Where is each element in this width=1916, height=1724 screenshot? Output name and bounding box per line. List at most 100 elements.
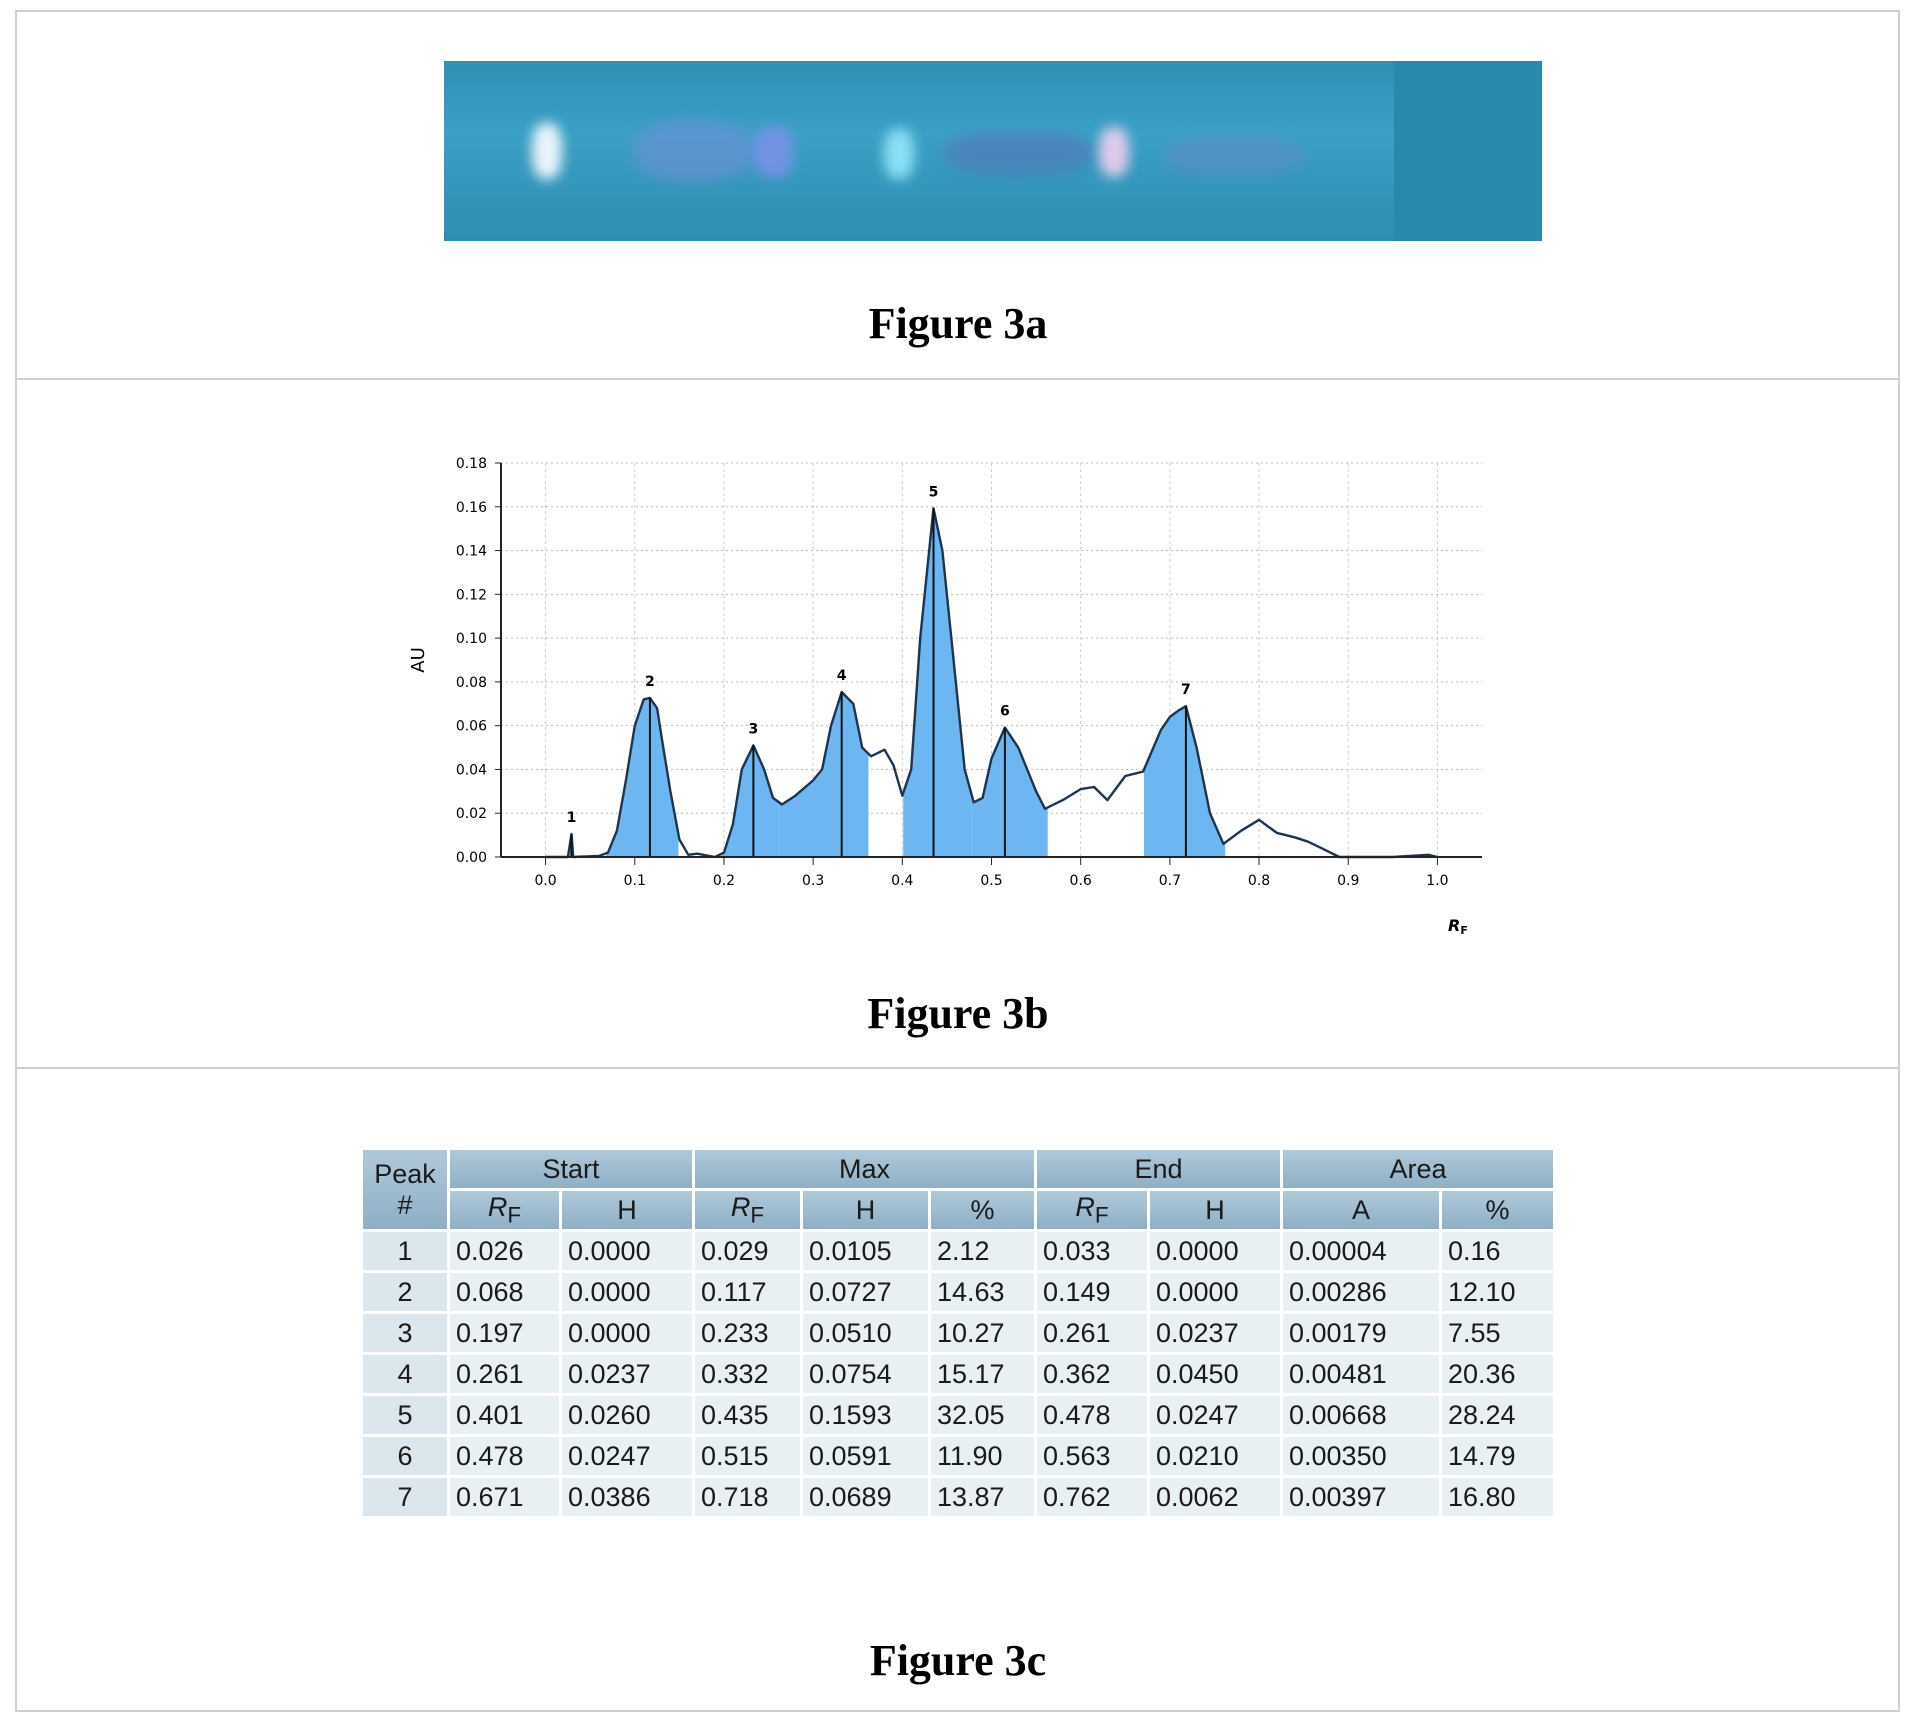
figure-frame <box>15 10 1900 1712</box>
table-cell: 0.0247 <box>1150 1396 1280 1434</box>
table-row: 1 0.026 0.0000 0.029 0.0105 2.12 0.033 0.0000 0.… <box>363 1232 1553 1270</box>
table-cell: 0.117 <box>695 1273 800 1311</box>
header-row: Peak # Start Max End Area <box>363 1150 1553 1229</box>
table-cell: 0.00286 <box>1283 1273 1439 1311</box>
table-cell: 10.27 <box>931 1314 1034 1352</box>
x-tick-label: 0.0 <box>534 873 556 889</box>
peak-label: 1 <box>567 810 577 826</box>
table-cell: 0.233 <box>695 1314 800 1352</box>
table-cell: 0.435 <box>695 1396 800 1434</box>
peak-label: 5 <box>929 484 939 500</box>
header-sub: F <box>507 1202 522 1228</box>
x-tick-label: 0.9 <box>1337 873 1359 889</box>
x-tick-label: 0.3 <box>802 873 824 889</box>
table-cell: 0.0237 <box>562 1355 692 1393</box>
table-cell: 0.261 <box>450 1355 559 1393</box>
header-cell: RF <box>450 1191 559 1229</box>
header-sub: F <box>1094 1202 1109 1228</box>
header-text: # <box>397 1189 413 1220</box>
band <box>1099 127 1129 177</box>
band <box>754 126 794 178</box>
header-sub: F <box>750 1202 765 1228</box>
table-cell: 0.00179 <box>1283 1314 1439 1352</box>
x-axis-label-main: R <box>1448 916 1460 935</box>
header-text: H <box>1205 1194 1225 1225</box>
table-cell: 0.762 <box>1037 1478 1147 1516</box>
table-cell: 0.0237 <box>1150 1314 1280 1352</box>
peak-area <box>971 727 1048 857</box>
x-tick-label: 0.2 <box>713 873 735 889</box>
densitogram: AU RF 0.000.020.040.060.080.100.120.140.… <box>408 456 1482 937</box>
band <box>1164 136 1304 176</box>
table-cell: 15.17 <box>931 1355 1034 1393</box>
peak-area <box>1144 706 1226 857</box>
table-cell: 0.0000 <box>562 1232 692 1270</box>
header-cell: H <box>803 1191 928 1229</box>
caption: Figure 3a <box>868 299 1048 348</box>
header-group: Max <box>695 1150 1034 1188</box>
header-cell: % <box>931 1191 1034 1229</box>
band <box>884 129 914 179</box>
table-row: 3 0.197 0.0000 0.233 0.0510 10.27 0.261 0.0237 0… <box>363 1314 1553 1352</box>
table-cell: 16.80 <box>1442 1478 1553 1516</box>
y-tick-label: 0.10 <box>456 631 487 647</box>
y-tick-label: 0.18 <box>456 456 487 472</box>
header-text: R <box>730 1191 751 1222</box>
header-row: RF H RF H% RF H A% <box>363 1191 1553 1229</box>
table-cell: 0.0450 <box>1150 1355 1280 1393</box>
y-tick-label: 0.06 <box>456 719 487 735</box>
table-cell: 7.55 <box>1442 1314 1553 1352</box>
header-text: H <box>617 1194 637 1225</box>
table-cell: 0.033 <box>1037 1232 1147 1270</box>
header-text: % <box>1485 1194 1510 1225</box>
table-cell: 20.36 <box>1442 1355 1553 1393</box>
table-cell: 12.10 <box>1442 1273 1553 1311</box>
densitogram-line <box>545 507 1438 859</box>
x-tick-label: 0.8 <box>1248 873 1270 889</box>
table-cell: 0.068 <box>450 1273 559 1311</box>
header-text: % <box>970 1194 995 1225</box>
header-cell: RF <box>1037 1191 1147 1229</box>
table-cell: 1 <box>363 1232 447 1270</box>
table-row: 7 0.671 0.0386 0.718 0.0689 13.87 0.762 0.0062 0… <box>363 1478 1553 1516</box>
peak-label: 6 <box>1000 704 1010 720</box>
table-cell: 0.0591 <box>803 1437 928 1475</box>
band <box>532 123 562 179</box>
table-cell: 0.0727 <box>803 1273 928 1311</box>
y-tick-label: 0.02 <box>456 806 487 822</box>
table-cell: 0.026 <box>450 1232 559 1270</box>
table-cell: 32.05 <box>931 1396 1034 1434</box>
table-cell: 0.261 <box>1037 1314 1147 1352</box>
table-cell: 0.16 <box>1442 1232 1553 1270</box>
table-cell: 0.0105 <box>803 1232 928 1270</box>
table-cell: 0.0386 <box>562 1478 692 1516</box>
table-cell: 0.478 <box>450 1437 559 1475</box>
header-text: R <box>1075 1191 1095 1222</box>
x-tick-label: 0.4 <box>891 873 913 889</box>
x-tick-label: 0.7 <box>1159 873 1181 889</box>
table-cell: 0.149 <box>1037 1273 1147 1311</box>
table-cell: 0.332 <box>695 1355 800 1393</box>
band <box>634 121 754 181</box>
y-axis-label: AU <box>408 647 429 673</box>
table-row: 2 0.068 0.0000 0.117 0.0727 14.63 0.149 0.0000 0… <box>363 1273 1553 1311</box>
table-cell: 6 <box>363 1437 447 1475</box>
table-cell: 5 <box>363 1396 447 1434</box>
y-tick-label: 0.04 <box>456 762 487 778</box>
peak-label: 7 <box>1181 682 1191 698</box>
y-tick-label: 0.16 <box>456 500 487 516</box>
peak-label: 4 <box>837 668 847 684</box>
divider <box>15 1067 1900 1069</box>
header-group: End <box>1037 1150 1280 1188</box>
divider <box>15 378 1900 380</box>
header-cell: Peak # <box>363 1150 447 1229</box>
table-cell: 0.00397 <box>1283 1478 1439 1516</box>
table-cell: 0.0000 <box>1150 1232 1280 1270</box>
table-cell: 0.029 <box>695 1232 800 1270</box>
table-cell: 7 <box>363 1478 447 1516</box>
header-text: Peak <box>374 1158 436 1189</box>
table-cell: 14.63 <box>931 1273 1034 1311</box>
caption: Figure 3b <box>867 989 1049 1038</box>
y-tick-label: 0.14 <box>456 544 487 560</box>
table-row: 5 0.401 0.0260 0.435 0.1593 32.05 0.478 0.0247 0… <box>363 1396 1553 1434</box>
